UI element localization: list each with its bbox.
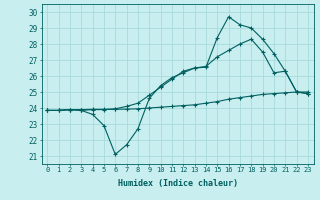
X-axis label: Humidex (Indice chaleur): Humidex (Indice chaleur) (118, 179, 237, 188)
